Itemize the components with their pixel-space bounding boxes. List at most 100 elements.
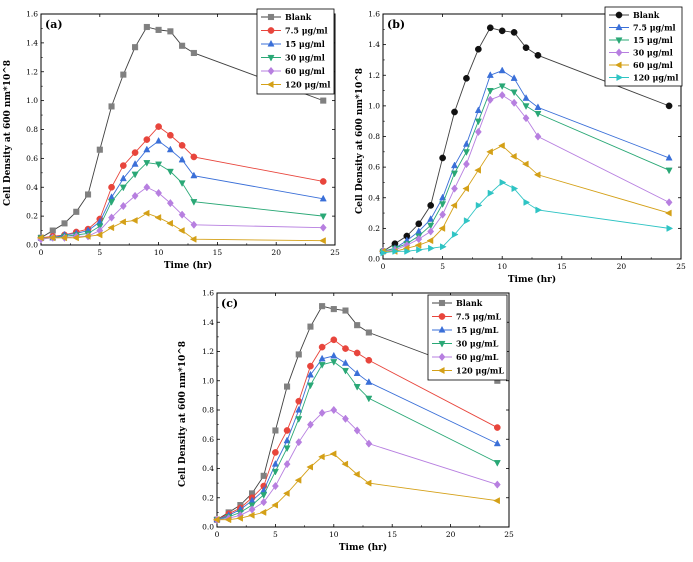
data-point [155, 123, 162, 130]
data-point [510, 74, 518, 81]
data-point [108, 213, 115, 222]
legend-marker [438, 340, 446, 348]
legend-box [604, 6, 683, 87]
y-tick-label: 0.0 [26, 241, 38, 250]
y-axis-title: Cell Density at 600 nm*10^8 [355, 68, 365, 214]
data-point [365, 439, 373, 448]
x-tick-label: 10 [497, 262, 507, 271]
x-tick-label: 15 [213, 248, 223, 257]
data-point [306, 382, 314, 390]
series-6 [380, 178, 674, 257]
legend-label: 7.5 μg/mL [456, 312, 502, 322]
data-point [247, 511, 255, 519]
x-tick-label: 20 [271, 248, 281, 257]
data-point [131, 160, 139, 167]
x-tick-label: 15 [557, 262, 567, 271]
data-point [318, 362, 326, 369]
data-point [486, 87, 494, 95]
data-point [414, 241, 422, 249]
data-point [130, 216, 138, 224]
x-axis-title: Time (hr) [339, 542, 387, 553]
data-point [665, 167, 673, 175]
chart-panel-1: 0 5 10 15 20 25 0.0 0.2 0.4 0.6 0.8 1.0 1.2 1.4 1.6 Tim… [3, 8, 340, 271]
data-point [415, 220, 423, 228]
legend-label: Blank [633, 10, 660, 20]
data-point [330, 359, 338, 366]
data-point [143, 23, 150, 31]
data-point [427, 202, 435, 209]
legend-marker [438, 352, 446, 362]
data-point [143, 145, 151, 153]
x-tick-label: 20 [446, 530, 456, 539]
data-point [108, 199, 116, 206]
data-point [486, 24, 494, 32]
plot-frame [382, 13, 682, 260]
data-point [190, 171, 198, 179]
legend-item: 120 μg/mL [432, 366, 504, 376]
data-point [283, 436, 291, 444]
data-point [178, 155, 186, 163]
y-axis-title: Cell Density at 600 nm*10^8 [3, 60, 13, 206]
data-point [523, 198, 531, 206]
data-point [498, 83, 506, 91]
data-point [190, 153, 198, 161]
legend-label: 15 μg/mL [456, 325, 499, 335]
series-6 [212, 450, 500, 524]
data-point [510, 89, 518, 97]
data-point [178, 142, 186, 149]
data-point [49, 227, 56, 234]
data-point [493, 480, 501, 489]
y-tick-label: 1.2 [202, 347, 214, 356]
data-point [534, 132, 542, 141]
legend-label: 7.5 μg/ml [633, 23, 676, 33]
data-point [364, 479, 372, 487]
data-point [463, 159, 470, 169]
panel-label: (a) [45, 18, 63, 31]
data-point [95, 231, 103, 239]
data-point [439, 210, 447, 219]
legend-item: 120 μg/ml [261, 80, 330, 90]
y-tick-label: 1.2 [26, 67, 38, 76]
data-point [451, 230, 459, 239]
data-point [143, 160, 151, 167]
data-point [319, 178, 327, 185]
data-point [271, 501, 278, 509]
legend-box [427, 294, 508, 381]
data-point [522, 114, 530, 123]
data-point [535, 206, 543, 214]
data-point [72, 234, 79, 242]
data-point [307, 323, 314, 330]
data-point [307, 420, 314, 429]
data-point [463, 74, 470, 82]
legend-marker [267, 54, 275, 62]
data-point [342, 307, 349, 314]
legend-label: Blank [285, 12, 312, 22]
data-point [493, 497, 500, 505]
data-point [119, 218, 126, 226]
data-point [272, 427, 279, 434]
legend-marker [438, 299, 446, 307]
y-tick-label: 0.2 [26, 212, 38, 221]
legend-label: 30 μg/ml [285, 53, 325, 63]
data-point [120, 71, 127, 78]
data-point [498, 91, 506, 100]
data-point [353, 369, 361, 377]
y-tick-label: 1.6 [368, 10, 380, 19]
y-tick-label: 0.2 [202, 493, 214, 502]
data-point [498, 142, 505, 150]
data-point [510, 98, 518, 107]
data-point [498, 66, 506, 74]
y-axis-title: Cell Density at 600 nm*10^8 [178, 341, 188, 487]
data-point [282, 489, 290, 497]
legend-label: 120 μg/mL [456, 366, 504, 376]
data-point [428, 244, 435, 252]
data-point [143, 136, 151, 143]
series-2 [379, 66, 673, 254]
data-point [155, 188, 163, 198]
data-point [166, 199, 174, 208]
data-point [166, 145, 174, 153]
data-point [533, 171, 541, 179]
data-point [224, 516, 232, 524]
data-point [439, 193, 447, 201]
data-point [353, 349, 361, 357]
